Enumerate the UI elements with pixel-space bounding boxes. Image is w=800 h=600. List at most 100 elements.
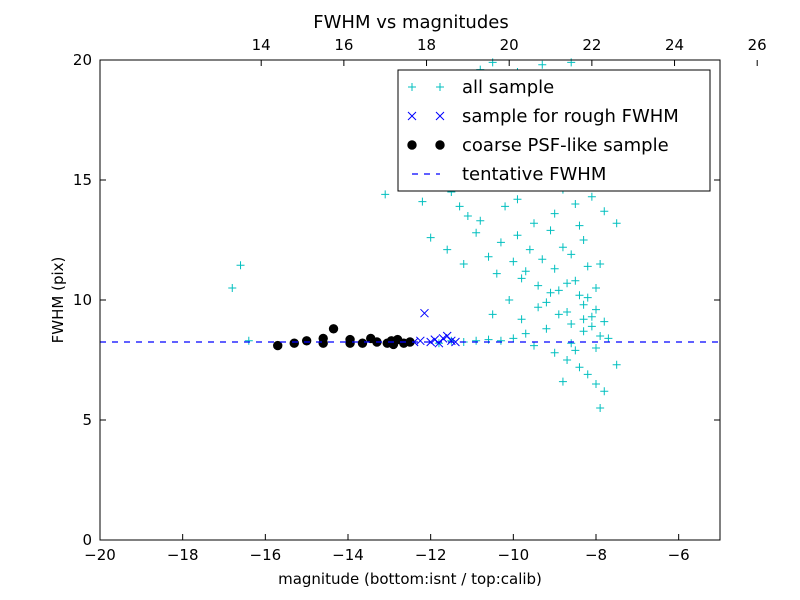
legend-marker: [407, 140, 417, 150]
all-sample-point: [496, 238, 505, 247]
top-tick-label: 22: [582, 36, 601, 54]
all-sample-point: [571, 200, 580, 208]
rough-sample-point: [438, 334, 448, 343]
y-axis-left: 0 5 10 15 20: [73, 51, 720, 549]
all-sample-point: [563, 356, 572, 364]
all-sample-point: [534, 303, 543, 312]
x-tick-label: −18: [167, 546, 199, 564]
all-sample-point: [228, 284, 237, 292]
legend-box: [397, 69, 711, 192]
psf-sample-point: [328, 324, 339, 334]
all-sample-point: [600, 387, 609, 396]
all-sample-point: [381, 190, 390, 199]
all-sample-point: [571, 276, 580, 285]
psf-sample-point: [289, 338, 299, 348]
all-sample-point: [472, 336, 481, 345]
all-sample-point: [550, 348, 559, 357]
legend: all sample sample for rough FWHM coarse PS…: [397, 69, 711, 192]
rough-sample-point: [426, 337, 436, 347]
all-sample-point: [567, 250, 576, 259]
psf-sample-point: [318, 333, 328, 344]
rough-sample-point: [420, 308, 429, 318]
x-axis-bottom: −20 −18 −16 −14 −12 −10 −8 −6: [84, 534, 690, 564]
psf-sample-point: [273, 340, 283, 351]
all-sample-point: [579, 300, 588, 309]
all-sample-point: [459, 260, 468, 268]
y-tick-label: 20: [73, 51, 92, 69]
x-tick-label: −16: [250, 546, 282, 564]
legend-marker: [407, 111, 417, 121]
all-sample-point: [612, 360, 621, 369]
all-sample-point: [579, 236, 588, 244]
all-sample-point: [509, 334, 518, 343]
all-sample-point: [592, 380, 600, 388]
all-sample-point: [484, 252, 493, 261]
legend-marker: [435, 111, 445, 121]
all-sample-point: [567, 339, 576, 348]
all-sample-point: [517, 274, 526, 283]
all-sample-point: [521, 267, 530, 276]
legend-label: tentative FWHM: [462, 164, 606, 185]
all-sample-point: [579, 315, 588, 324]
all-sample-point: [583, 370, 592, 379]
all-sample-point: [587, 192, 596, 201]
all-sample-point: [530, 219, 538, 228]
x-tick-label: −8: [585, 546, 607, 564]
psf-sample-point: [357, 338, 368, 348]
chart-title: FWHM vs magnitudes: [313, 12, 508, 33]
all-sample-point: [488, 310, 497, 319]
all-sample-point: [596, 404, 605, 412]
all-sample-point: [513, 195, 522, 204]
legend-marker: [436, 83, 444, 91]
legend-label: all sample: [462, 77, 554, 98]
all-sample-point: [592, 284, 600, 292]
top-tick-label: 20: [500, 36, 519, 54]
all-sample-point: [587, 312, 596, 321]
y-tick-label: 5: [82, 411, 92, 429]
x-tick-label: −12: [415, 546, 447, 564]
all-sample-point: [517, 315, 526, 324]
all-sample-point: [546, 288, 555, 297]
all-sample-point: [579, 327, 588, 336]
y-tick-label: 0: [82, 531, 92, 549]
all-sample-point: [567, 320, 576, 328]
all-sample-point: [596, 260, 605, 268]
all-sample-point: [600, 207, 609, 216]
all-sample-point: [426, 233, 435, 242]
all-sample-point: [592, 305, 600, 314]
all-sample-point: [575, 291, 584, 300]
all-sample-point: [575, 221, 584, 230]
all-sample-point: [583, 293, 592, 302]
all-sample-point: [550, 209, 559, 218]
all-sample-point: [600, 317, 609, 326]
all-sample-point: [492, 269, 501, 278]
top-tick-label: 18: [417, 36, 436, 54]
all-sample-point: [592, 344, 600, 352]
all-sample-point: [554, 286, 563, 295]
rough-sample-point: [451, 337, 460, 347]
all-sample-point: [505, 296, 514, 304]
all-sample-point: [587, 322, 596, 331]
y-axis-label: FWHM (pix): [49, 257, 67, 344]
legend-marker: [435, 140, 445, 150]
all-sample-point: [443, 245, 452, 254]
x-tick-label: −10: [498, 546, 530, 564]
all-sample-point: [571, 346, 580, 355]
y-tick-label: 15: [73, 171, 92, 189]
all-sample-point: [563, 308, 572, 316]
top-tick-label: 24: [665, 36, 684, 54]
y-tick-label: 10: [73, 291, 92, 309]
all-sample-point: [558, 377, 567, 386]
all-sample-point: [558, 243, 567, 252]
rough-sample-point: [415, 336, 425, 346]
all-sample-point: [463, 212, 472, 220]
all-sample-point: [612, 219, 621, 228]
all-sample-point: [244, 336, 253, 345]
x-tick-label: −14: [332, 546, 364, 564]
all-sample-point: [583, 262, 592, 271]
all-sample-point: [538, 60, 547, 69]
x-tick-label: −6: [668, 546, 690, 564]
all-sample-point: [554, 310, 563, 319]
all-sample-point: [525, 245, 534, 254]
all-sample-point: [509, 257, 518, 266]
